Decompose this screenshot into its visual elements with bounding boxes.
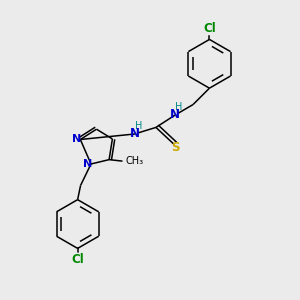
- Text: H: H: [176, 102, 183, 112]
- Text: N: N: [72, 134, 81, 145]
- Text: S: S: [172, 140, 180, 154]
- Text: N: N: [83, 159, 92, 169]
- Text: N: N: [170, 108, 180, 122]
- Text: H: H: [135, 121, 143, 131]
- Text: N: N: [130, 128, 140, 140]
- Text: Cl: Cl: [203, 22, 216, 34]
- Text: Cl: Cl: [71, 253, 84, 266]
- Text: CH₃: CH₃: [125, 156, 144, 166]
